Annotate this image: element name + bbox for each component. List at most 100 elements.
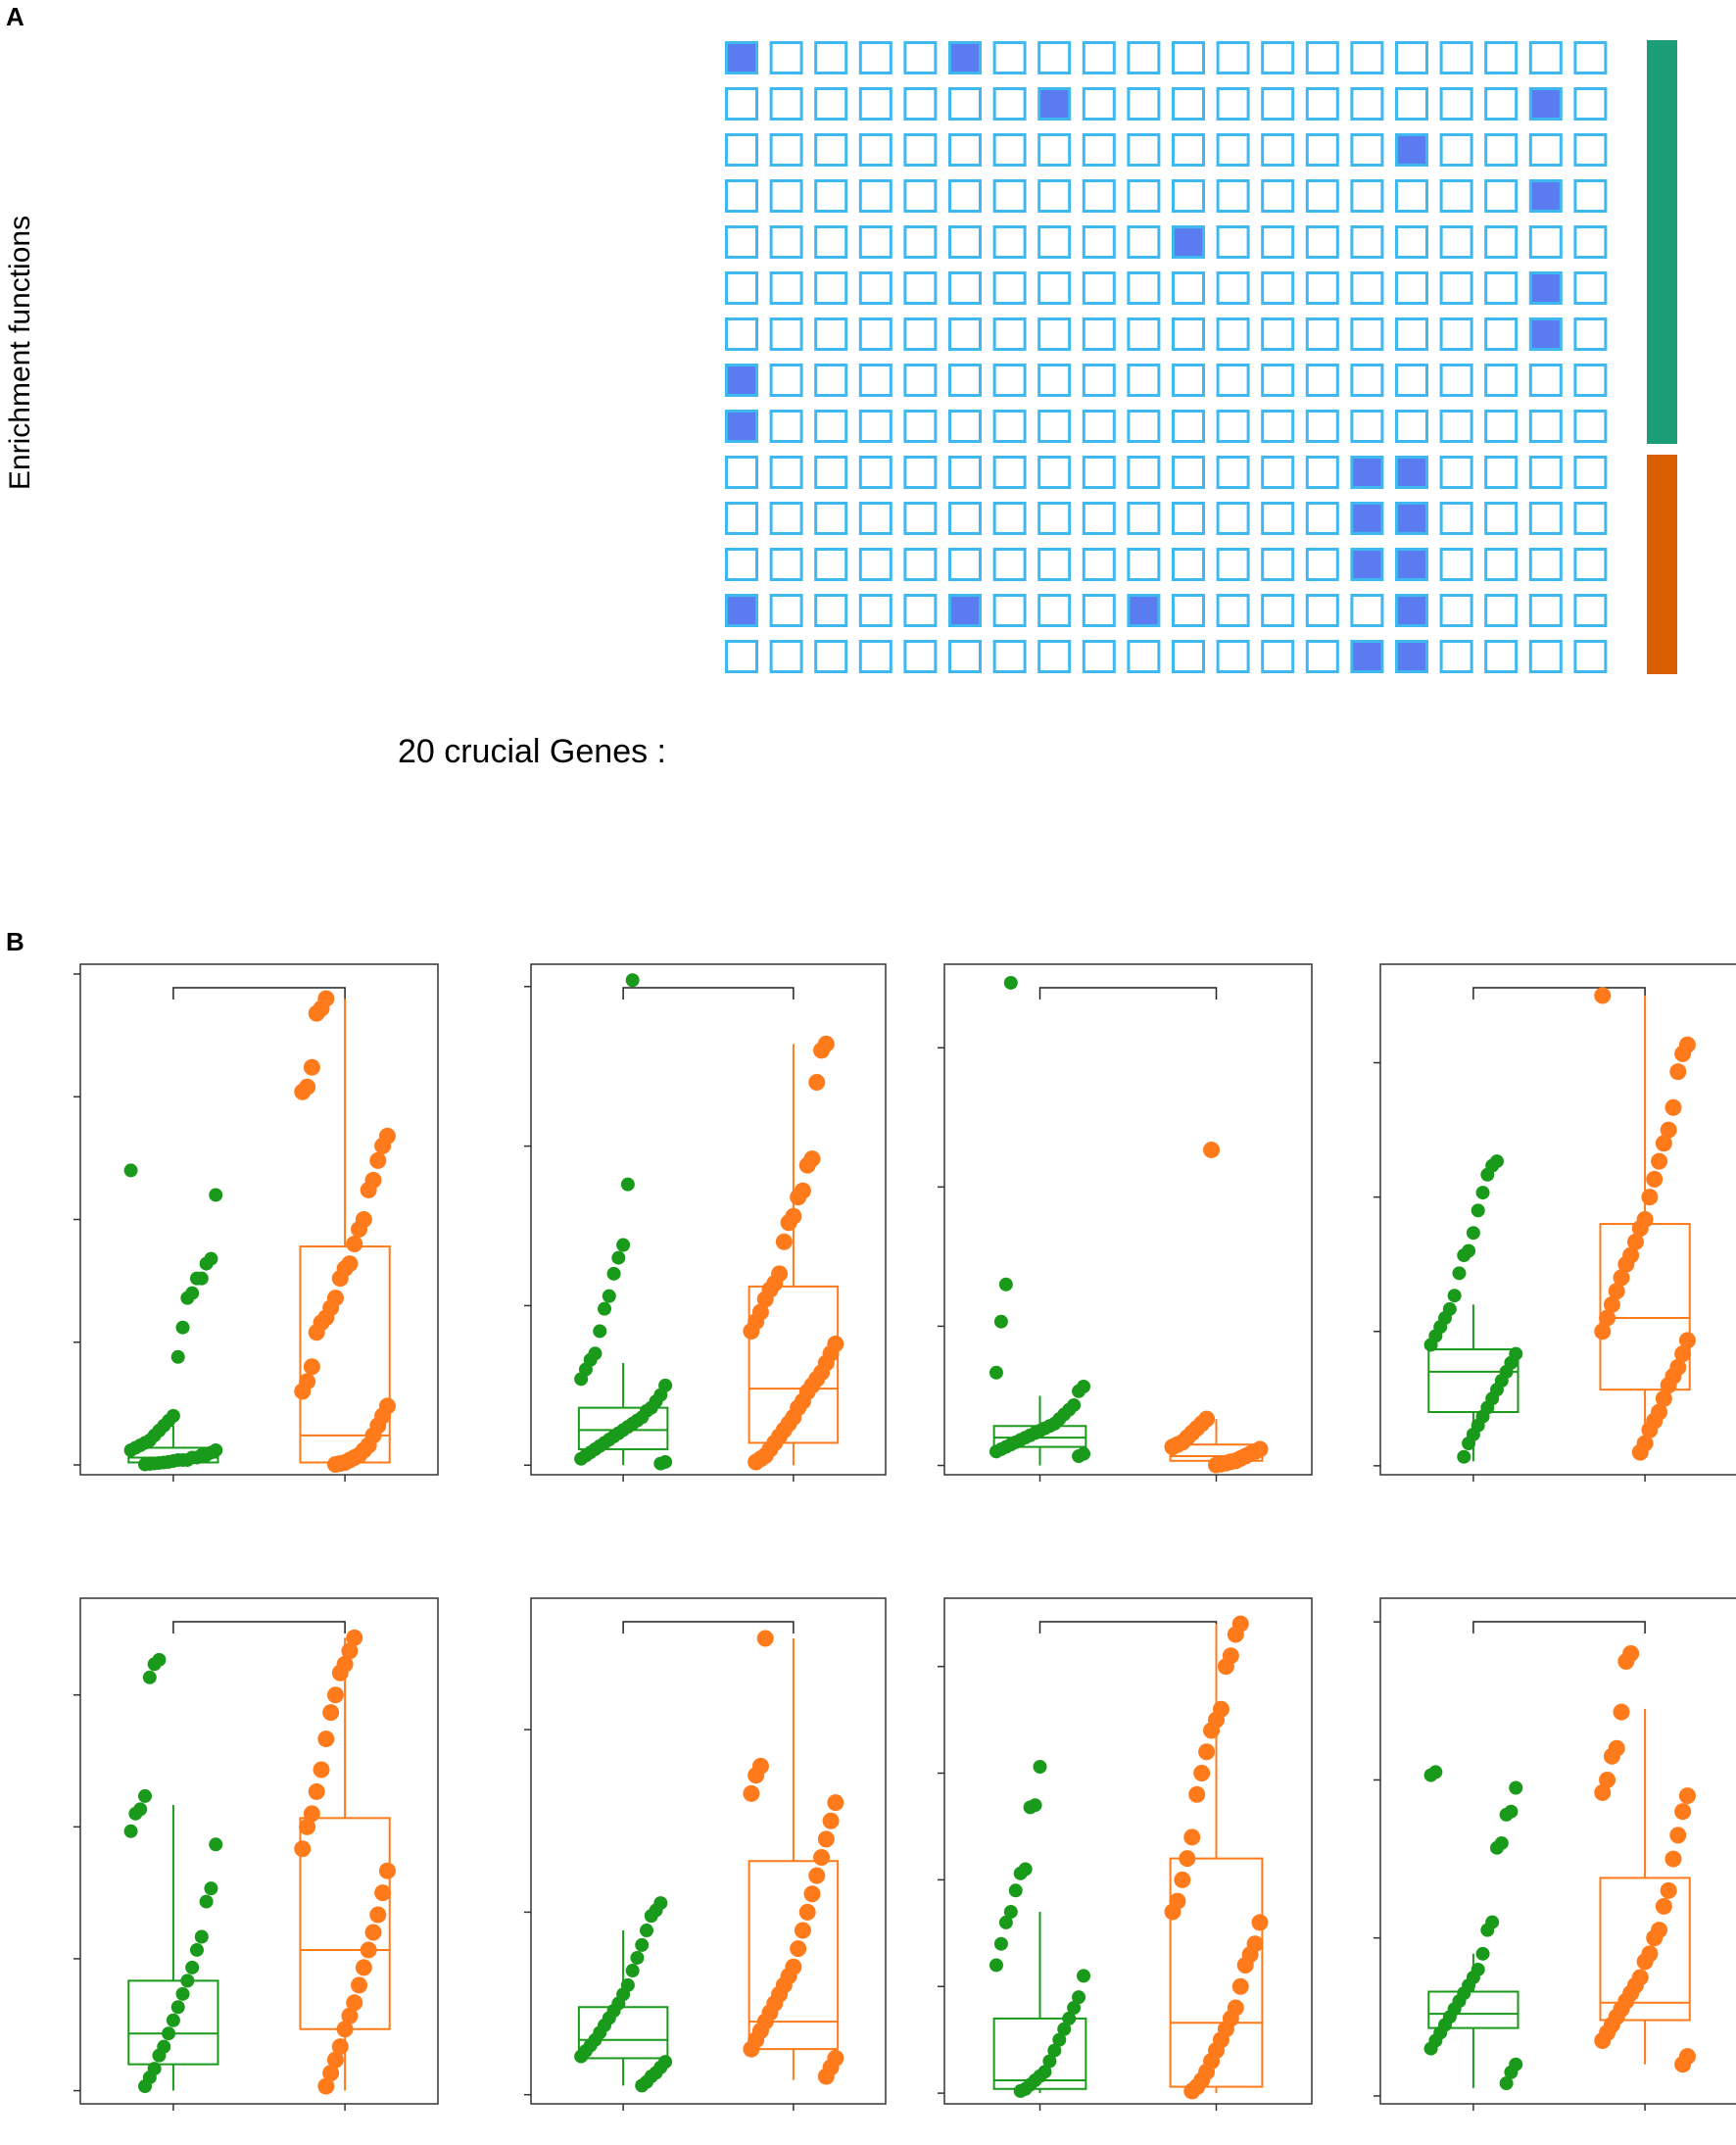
heatmap-cell-empty <box>992 179 1027 213</box>
data-point-non-invasion <box>606 1266 621 1281</box>
heatmap-cell-empty <box>1082 364 1116 397</box>
data-point-invasion <box>1631 1443 1649 1461</box>
data-point-non-invasion <box>1047 2043 1062 2058</box>
heatmap-cell-empty <box>1216 594 1250 627</box>
heatmap-cell-empty <box>992 364 1027 397</box>
heatmap-cell-empty <box>858 548 892 581</box>
heatmap-cell-empty <box>1305 133 1339 167</box>
data-point-non-invasion <box>620 1177 635 1192</box>
heatmap-cell-filled <box>1528 271 1563 305</box>
heatmap-cell-empty <box>1350 225 1384 259</box>
heatmap-cell-empty <box>1082 640 1116 673</box>
data-point-non-invasion <box>611 1250 626 1265</box>
heatmap-cell-empty <box>1484 548 1519 581</box>
data-point-invasion <box>374 1884 392 1902</box>
heatmap-cell-empty <box>1261 640 1295 673</box>
data-point-invasion <box>317 2077 335 2095</box>
data-point-non-invasion <box>1466 1226 1480 1241</box>
heatmap-cell-empty <box>814 594 848 627</box>
data-point-non-invasion <box>1457 1449 1471 1464</box>
data-point-invasion <box>743 1322 760 1340</box>
data-point-non-invasion <box>625 1964 640 1978</box>
data-point-invasion <box>326 1455 344 1473</box>
data-point-invasion <box>294 1083 312 1100</box>
data-point-invasion <box>303 1058 320 1076</box>
heatmap-cell-empty <box>992 41 1027 74</box>
heatmap-cell-empty <box>992 640 1027 673</box>
heatmap-cell-empty <box>1350 410 1384 443</box>
boxplot-sidt2 <box>1374 1597 1736 2111</box>
heatmap-cell-empty <box>1172 133 1205 167</box>
data-point-invasion <box>1674 2056 1692 2073</box>
heatmap-cell-empty <box>1484 271 1519 305</box>
data-point-invasion <box>294 1840 312 1858</box>
heatmap-cell-empty <box>1305 41 1339 74</box>
data-point-non-invasion <box>162 2026 176 2041</box>
heatmap-cell-empty <box>1037 640 1072 673</box>
heatmap-cell-empty <box>1127 364 1161 397</box>
heatmap-cell-empty <box>1127 410 1161 443</box>
data-point-invasion <box>1669 1063 1687 1081</box>
heatmap-cell-empty <box>1305 364 1339 397</box>
data-point-non-invasion <box>209 1837 223 1852</box>
data-point-invasion <box>369 1151 387 1169</box>
data-point-non-invasion <box>989 1365 1003 1380</box>
data-point-non-invasion <box>180 1974 195 1988</box>
data-point-non-invasion <box>1057 2022 1072 2036</box>
heatmap-cell-filled <box>1395 594 1428 627</box>
data-point-non-invasion <box>1499 2076 1514 2091</box>
data-point-invasion <box>743 2040 760 2058</box>
data-point-invasion <box>817 2068 835 2085</box>
data-point-invasion <box>780 1214 797 1232</box>
heatmap-cell-empty <box>1350 41 1384 74</box>
data-point-non-invasion <box>123 1442 138 1457</box>
heatmap-cell-empty <box>992 87 1027 121</box>
data-point-invasion <box>331 1270 349 1288</box>
data-point-invasion <box>756 1630 774 1647</box>
box-non-invasion <box>992 2017 1087 2090</box>
data-point-non-invasion <box>180 1291 195 1305</box>
heatmap-cell-empty <box>1082 594 1116 627</box>
heatmap-cell-empty <box>1573 317 1608 351</box>
boxplot-prkg2 <box>938 1597 1313 2111</box>
box-non-invasion <box>1427 1348 1519 1414</box>
data-point-non-invasion <box>1447 1289 1462 1303</box>
data-point-invasion <box>798 1903 816 1921</box>
data-point-invasion <box>1164 1903 1181 1921</box>
data-point-invasion <box>341 2007 359 2024</box>
heatmap-cell-empty <box>1395 364 1428 397</box>
heatmap-cell-empty <box>1127 179 1161 213</box>
heatmap-cell-empty <box>1305 87 1339 121</box>
heatmap-cell-empty <box>1484 410 1519 443</box>
data-point-invasion <box>1636 1953 1654 1971</box>
panel-a-label: A <box>6 2 24 31</box>
heatmap-cell-empty <box>1127 317 1161 351</box>
genes-caption: 20 crucial Genes : <box>398 733 666 770</box>
heatmap-cell-empty <box>1082 179 1116 213</box>
data-point-invasion <box>1183 1828 1201 1846</box>
heatmap-cell-filled <box>948 41 982 74</box>
data-point-invasion <box>1174 1871 1191 1888</box>
heatmap-cell-empty <box>1037 179 1072 213</box>
heatmap-cell-empty <box>1573 271 1608 305</box>
heatmap-cell-empty <box>1216 456 1250 489</box>
panel-a-ylabel: Enrichment functions <box>4 216 36 490</box>
heatmap-cell-empty <box>858 364 892 397</box>
heatmap-cell-filled <box>1172 225 1205 259</box>
panel-b-label: B <box>6 927 24 956</box>
plot-frame <box>79 1597 439 2105</box>
heatmap-cell-empty <box>1573 225 1608 259</box>
data-point-non-invasion <box>574 2049 589 2064</box>
data-point-invasion <box>1179 1850 1196 1868</box>
data-point-invasion <box>1660 1377 1677 1394</box>
heatmap-cell-empty <box>1172 364 1205 397</box>
heatmap-cell-empty <box>1528 640 1563 673</box>
heatmap-cell-empty <box>948 456 982 489</box>
heatmap-cell-empty <box>858 179 892 213</box>
heatmap-cell-empty <box>948 133 982 167</box>
heatmap-cell-empty <box>1216 410 1250 443</box>
heatmap-cell-empty <box>1439 502 1473 535</box>
data-point-invasion <box>1660 1881 1677 1899</box>
data-point-non-invasion <box>1471 1203 1485 1218</box>
heatmap-cell-empty <box>1037 502 1072 535</box>
